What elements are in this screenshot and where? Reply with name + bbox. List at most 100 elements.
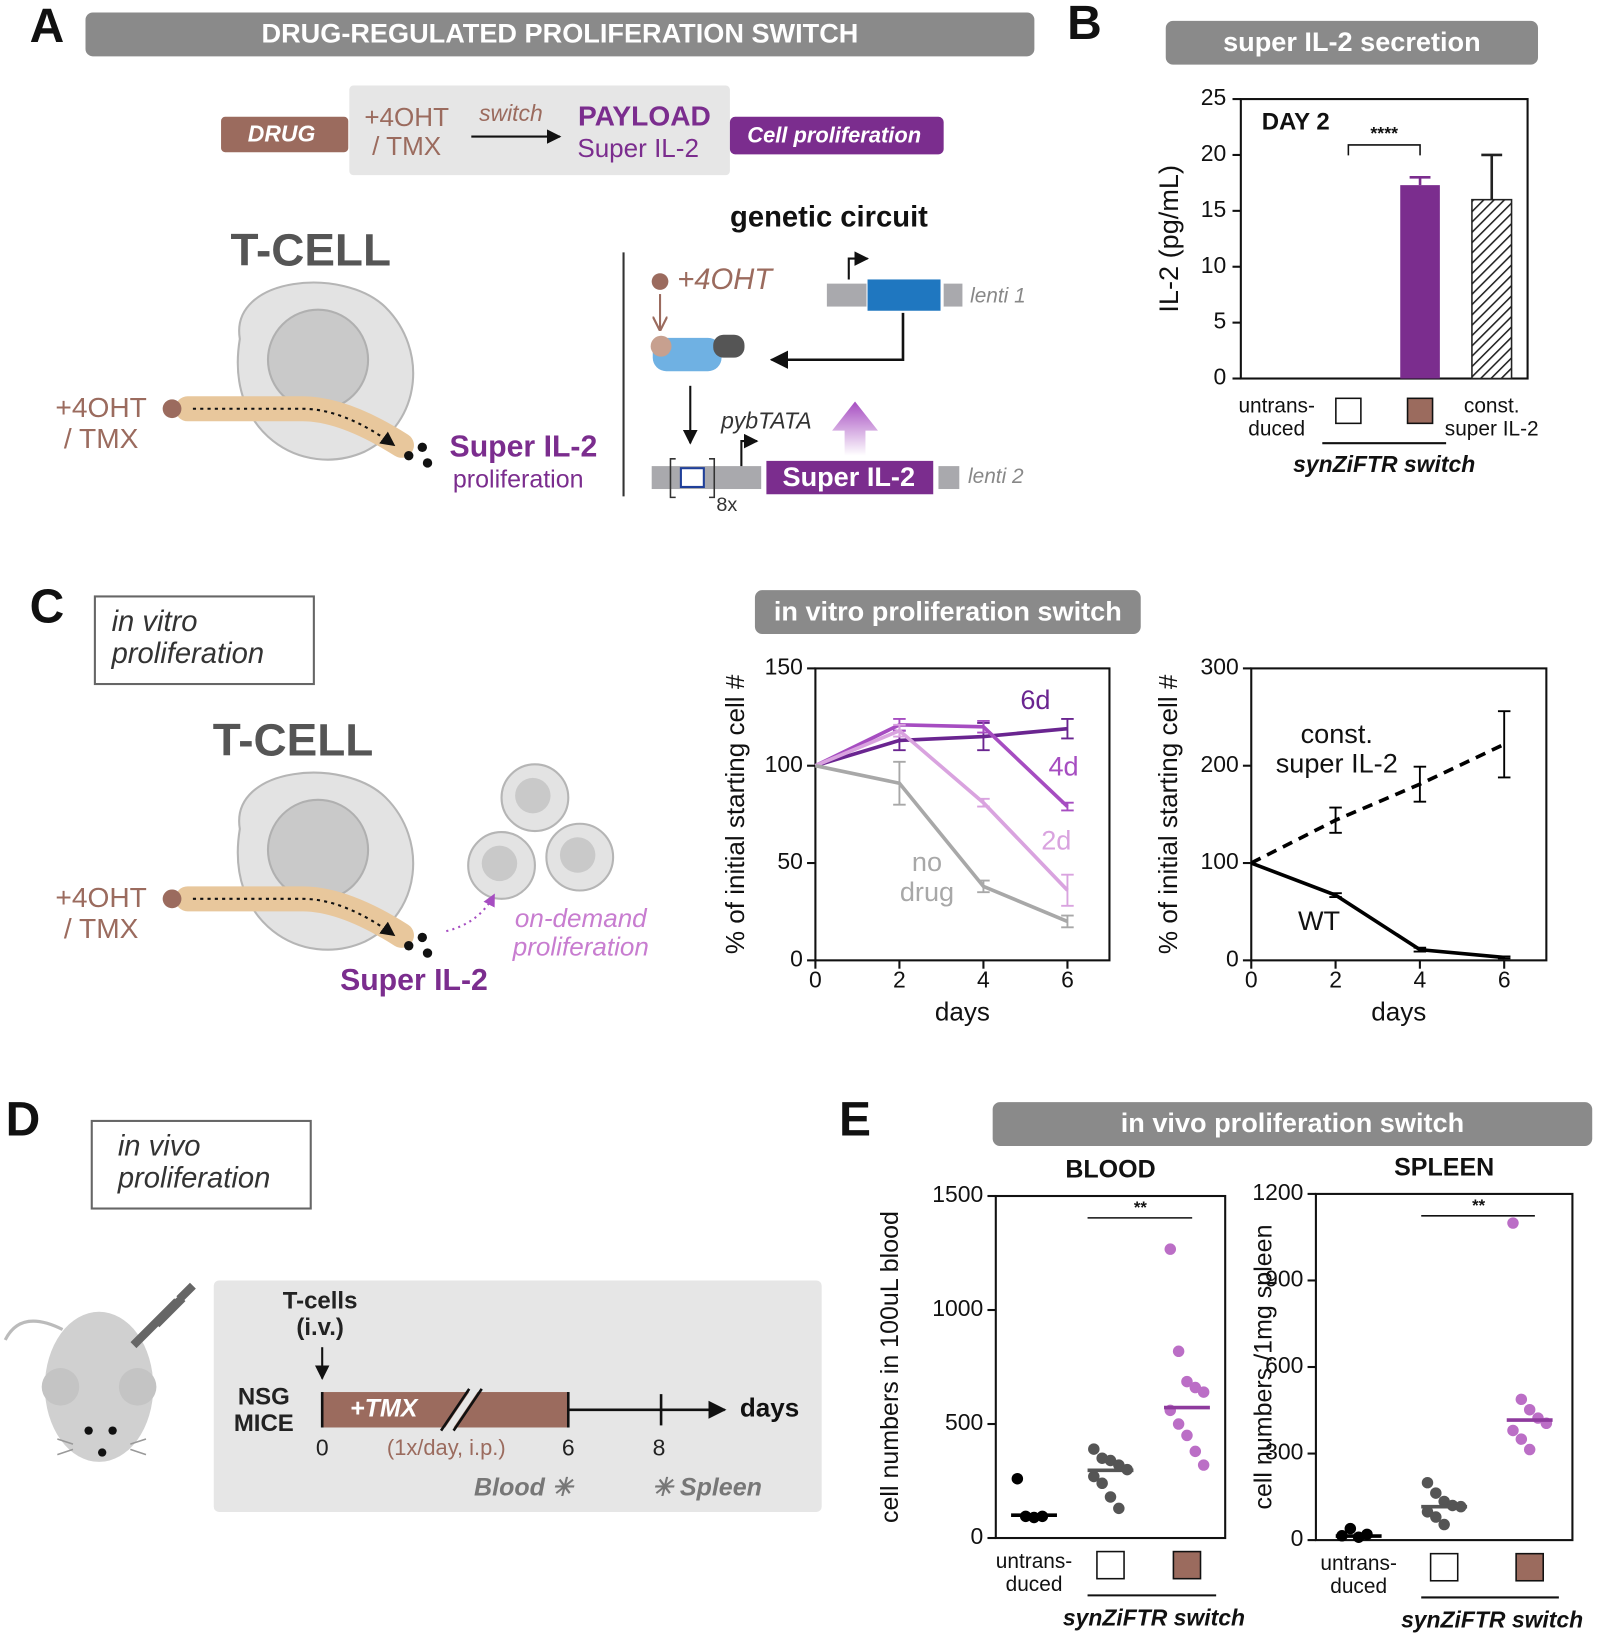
data-point	[1172, 1345, 1185, 1358]
data-point	[1344, 1522, 1357, 1535]
data-point	[1197, 1386, 1210, 1398]
il2-dot	[404, 941, 414, 951]
data-point	[1096, 1477, 1108, 1490]
banner-title: in vivo proliferation switch	[1121, 1107, 1464, 1138]
x-tick-label: 6	[1498, 966, 1511, 992]
label: +4OHT / TMX	[364, 102, 449, 161]
mouse-whiskers	[57, 1438, 147, 1456]
drug-box	[221, 116, 349, 153]
panel-letter: D	[6, 1094, 41, 1147]
category-swatch	[1429, 1552, 1459, 1582]
label: proliferation	[453, 465, 584, 493]
label-box	[93, 595, 315, 686]
data-point	[1164, 1243, 1177, 1255]
series-line	[814, 728, 1069, 892]
category-swatch	[1096, 1550, 1125, 1580]
drug-dot	[162, 399, 182, 419]
label: Blood ✳	[474, 1474, 575, 1502]
daughter-nucleus	[559, 837, 596, 873]
y-tick-label: 100	[1200, 848, 1238, 874]
data-point	[1104, 1491, 1117, 1503]
x-tick-label: 0	[809, 966, 822, 992]
data-point	[1181, 1375, 1193, 1388]
significance: ****	[1370, 123, 1398, 143]
y-tick-label: 0	[971, 1523, 984, 1549]
x-axis-label: days	[1371, 996, 1426, 1026]
group-label: synZiFTR switch	[1401, 1606, 1583, 1632]
treatment-bar	[322, 1392, 569, 1428]
data-point	[1507, 1424, 1519, 1437]
label: (1x/day, i.p.)	[387, 1435, 506, 1460]
data-point	[1438, 1518, 1450, 1531]
label: Cell proliferation	[747, 122, 921, 147]
label: +4OHT / TMX	[55, 882, 147, 944]
error-bar	[1061, 801, 1074, 812]
label: ✳ Spleen	[652, 1474, 762, 1502]
promoter	[740, 433, 759, 467]
banner	[754, 590, 1141, 634]
data-point	[1197, 1459, 1210, 1471]
category-swatch	[1515, 1552, 1545, 1582]
expression-arrow	[832, 401, 878, 456]
daughter-nucleus	[515, 777, 551, 814]
data-point	[1523, 1403, 1536, 1416]
error-bar	[893, 723, 906, 738]
x-tick-label: 6	[1061, 966, 1074, 992]
y-tick-label: 500	[945, 1409, 983, 1435]
timeline-label: 6	[562, 1434, 575, 1460]
bar	[1471, 198, 1513, 380]
mouse-tail	[3, 1319, 64, 1341]
y-tick-label: 150	[765, 653, 803, 679]
mouse-ear	[41, 1368, 80, 1406]
error-bar	[1409, 176, 1431, 186]
label: pybTATA	[720, 407, 811, 433]
y-tick-label: 25	[1201, 84, 1227, 110]
banner	[1165, 20, 1539, 65]
label: in vivo proliferation	[117, 1130, 271, 1194]
label: +4OHT / TMX	[55, 392, 147, 454]
data-point	[1011, 1473, 1024, 1485]
x-axis-label: days	[935, 996, 990, 1026]
lenti2-flank	[938, 466, 960, 490]
promoter	[847, 251, 870, 280]
error-bar	[977, 720, 990, 734]
y-tick-label: 0	[1291, 1525, 1304, 1551]
data-point	[1088, 1470, 1100, 1483]
category-swatch	[1172, 1550, 1202, 1580]
banner-title: super IL-2 secretion	[1223, 26, 1481, 57]
label: T-CELL	[230, 223, 391, 275]
lenti2-flank	[651, 466, 762, 490]
data-point	[1421, 1476, 1434, 1489]
y-tick-label: 50	[777, 848, 803, 874]
group-label: synZiFTR switch	[1063, 1604, 1245, 1630]
data-point	[1430, 1511, 1442, 1523]
cell-nucleus	[266, 798, 370, 901]
banner	[85, 12, 1035, 57]
data-point	[1515, 1433, 1528, 1445]
data-point	[1189, 1445, 1202, 1458]
series-label: 2d	[1041, 825, 1071, 856]
il2-dot	[417, 442, 427, 453]
y-tick-label: 0	[790, 945, 803, 971]
cell-nucleus	[266, 308, 370, 411]
error-bar	[1329, 892, 1342, 899]
y-axis-label: % of initial starting cell #	[720, 674, 750, 954]
label: PAYLOAD	[578, 100, 711, 131]
data-point	[1515, 1393, 1528, 1406]
data-point	[1113, 1502, 1125, 1515]
data-point	[1088, 1443, 1100, 1455]
panel-letter: C	[30, 581, 65, 634]
il2-dot	[422, 458, 433, 468]
label: on-demand proliferation	[512, 903, 649, 962]
timeline-label: 8	[653, 1434, 666, 1460]
y-tick-label: 0	[1213, 364, 1226, 390]
plot-frame	[1239, 98, 1529, 380]
label: DRUG	[248, 121, 316, 147]
error-bar	[893, 760, 906, 806]
lenti1-flank	[826, 283, 867, 307]
lenti1-flank	[943, 283, 963, 307]
significance: **	[1134, 1198, 1147, 1217]
drug-dot	[651, 273, 669, 290]
label: Super IL-2	[782, 461, 915, 492]
